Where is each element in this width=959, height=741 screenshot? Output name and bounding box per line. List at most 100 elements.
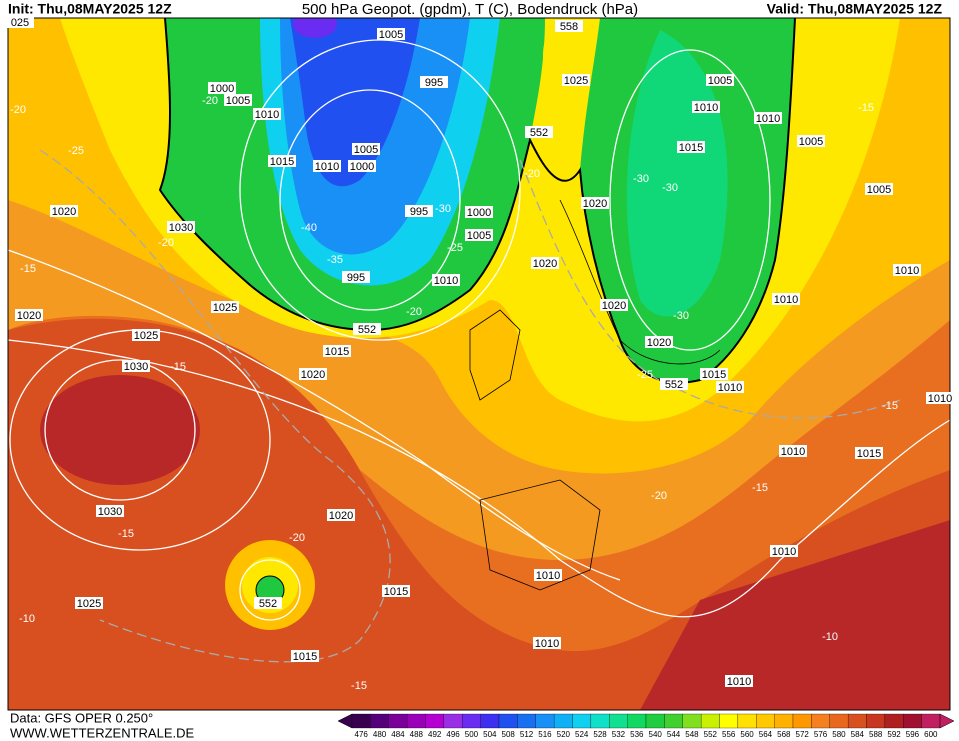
- label-box: [865, 183, 893, 195]
- label-box: [254, 597, 282, 609]
- pressure-label: 1000: [350, 161, 374, 173]
- colorbar-label: 508: [502, 730, 516, 739]
- low-core: [290, 18, 420, 187]
- isobar: [239, 559, 301, 621]
- pressure-label: 1020: [602, 300, 626, 312]
- isotherm: [39, 149, 391, 663]
- pressure-label: 552: [665, 379, 683, 391]
- coastline: [479, 479, 601, 591]
- colorbar-label: 572: [796, 730, 810, 739]
- pressure-label: 1015: [679, 142, 703, 154]
- colorbar-label: 524: [575, 730, 589, 739]
- temperature-label: -15: [351, 680, 367, 692]
- hot-zone: [640, 520, 950, 710]
- label-box: [405, 205, 433, 217]
- map-frame: [7, 17, 951, 711]
- colorbar-label: 496: [446, 730, 460, 739]
- label-box: [562, 74, 590, 86]
- pressure-label: 995: [347, 272, 365, 284]
- colorbar-swatch: [572, 713, 592, 729]
- label-box: [96, 505, 124, 517]
- colorbar-label: 540: [649, 730, 663, 739]
- colorbar-swatch: [480, 713, 500, 729]
- temperature-label: -20: [202, 95, 218, 107]
- colorbar-label: 556: [722, 730, 736, 739]
- pressure-label: 1010: [756, 113, 780, 125]
- pressure-label: 1005: [867, 184, 891, 196]
- colorbar-swatch: [425, 713, 445, 729]
- temperature-label: -30: [633, 173, 649, 185]
- label-box: [208, 82, 236, 94]
- pressure-label: 1030: [124, 361, 148, 373]
- pressure-label: 1020: [52, 206, 76, 218]
- colorbar-label: 564: [759, 730, 773, 739]
- label-box: [600, 299, 628, 311]
- colorbar-swatch: [517, 713, 536, 729]
- colorbar-label: 532: [612, 730, 626, 739]
- colorbar-label: 544: [667, 730, 681, 739]
- pressure-label: 1030: [98, 506, 122, 518]
- temperature-label: -30: [673, 310, 689, 322]
- label-box: [167, 221, 195, 233]
- pressure-label: 1020: [329, 510, 353, 522]
- pressure-label: 552: [259, 598, 277, 610]
- isobar: [609, 49, 771, 351]
- valid-time: Valid: Thu,08MAY2025 12Z: [767, 1, 943, 17]
- pressure-label: 1010: [434, 275, 458, 287]
- colorbar-label: 480: [373, 730, 387, 739]
- pressure-label: 1000: [467, 207, 491, 219]
- label-box: [224, 94, 252, 106]
- label-box: [253, 108, 281, 120]
- pressure-label: 1010: [772, 546, 796, 558]
- label-box: [893, 264, 921, 276]
- label-box: [268, 155, 296, 167]
- colorbar-label: 600: [924, 730, 938, 739]
- colorbar: 476 480 484 488 492 496 500 504 508 512 516 520 524 5…: [337, 713, 955, 739]
- temperature-label: -15: [882, 400, 898, 412]
- colorbar-swatch: [351, 713, 371, 729]
- label-box: [797, 135, 825, 147]
- pressure-label: 1010: [895, 265, 919, 277]
- contour-552: [158, 18, 796, 384]
- temperature-label: -20: [524, 168, 540, 180]
- pressure-label: 1025: [134, 330, 158, 342]
- label-box: [855, 447, 883, 459]
- isobar: [279, 89, 461, 311]
- colorbar-swatch: [866, 713, 886, 729]
- colorbar-swatch: [664, 713, 683, 729]
- pressure-label: 1030: [169, 222, 193, 234]
- colorbar-swatch: [498, 713, 518, 729]
- colorbar-label: 492: [428, 730, 442, 739]
- colorbar-label: 536: [630, 730, 644, 739]
- isobar: [8, 339, 950, 618]
- colorbar-swatch: [737, 713, 757, 729]
- colorbar-swatch: [627, 713, 647, 729]
- temperature-label: -15: [752, 482, 768, 494]
- label-box: [534, 569, 562, 581]
- temperature-label: -15: [20, 263, 36, 275]
- colorbar-swatch: [829, 713, 849, 729]
- temperature-label: -30: [435, 203, 451, 215]
- data-source: Data: GFS OPER 0.250°: [10, 710, 153, 725]
- colorbar-label: 504: [483, 730, 497, 739]
- colorbar-swatch: [388, 713, 408, 729]
- colorbar-swatch: [535, 713, 555, 729]
- label-box: [75, 597, 103, 609]
- label-box: [533, 637, 561, 649]
- label-box: [432, 274, 460, 286]
- pressure-label: 1015: [857, 448, 881, 460]
- colorbar-swatch: [921, 713, 941, 729]
- pressure-label: 1010: [694, 102, 718, 114]
- colorbar-swatch: [792, 713, 812, 729]
- pressure-label: 1015: [325, 346, 349, 358]
- colorbar-swatch: [700, 713, 720, 729]
- pressure-label: 1005: [354, 144, 378, 156]
- label-box: [6, 16, 34, 28]
- temperature-label: -20: [651, 490, 667, 502]
- colorbar-label: 488: [410, 730, 424, 739]
- colorbar-label: 560: [740, 730, 754, 739]
- label-box: [531, 257, 559, 269]
- pressure-label: 1025: [564, 75, 588, 87]
- pressure-label: 552: [358, 324, 376, 336]
- init-time: Init: Thu,08MAY2025 12Z: [8, 1, 172, 17]
